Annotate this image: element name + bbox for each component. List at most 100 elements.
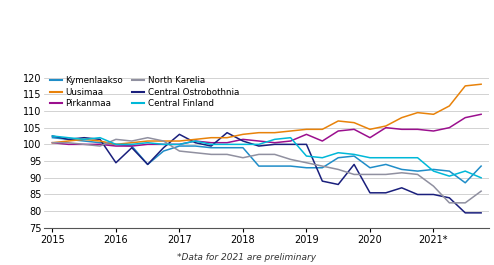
Central Ostrobothnia <box>97 138 103 141</box>
Pirkanmaa <box>176 143 182 146</box>
North Karelia <box>97 144 103 148</box>
Central Ostrobothnia <box>129 146 135 149</box>
Central Ostrobothnia <box>272 143 278 146</box>
Uusimaa <box>65 139 71 143</box>
Pirkanmaa <box>49 141 55 144</box>
North Karelia <box>462 201 468 204</box>
Pirkanmaa <box>208 141 214 144</box>
Uusimaa <box>383 124 389 127</box>
North Karelia <box>208 153 214 156</box>
Pirkanmaa <box>383 126 389 129</box>
Pirkanmaa <box>303 133 309 136</box>
Central Finland <box>145 141 151 144</box>
Central Finland <box>81 138 87 141</box>
Central Finland <box>161 143 166 146</box>
Central Finland <box>288 136 293 139</box>
Pirkanmaa <box>430 129 436 132</box>
Central Ostrobothnia <box>81 136 87 139</box>
Pirkanmaa <box>399 128 405 131</box>
North Karelia <box>65 141 71 144</box>
Uusimaa <box>81 138 87 141</box>
Central Finland <box>319 156 325 159</box>
Pirkanmaa <box>113 144 119 148</box>
Text: *Data for 2021 are preliminary: *Data for 2021 are preliminary <box>177 253 317 262</box>
Central Finland <box>208 143 214 146</box>
Uusimaa <box>399 116 405 119</box>
Uusimaa <box>145 139 151 143</box>
Pirkanmaa <box>367 136 373 139</box>
Uusimaa <box>129 141 135 144</box>
Line: Pirkanmaa: Pirkanmaa <box>52 114 481 146</box>
Pirkanmaa <box>462 116 468 119</box>
Kymenlaakso <box>97 141 103 144</box>
Uusimaa <box>176 139 182 143</box>
Central Finland <box>399 156 405 159</box>
Kymenlaakso <box>447 170 453 173</box>
Kymenlaakso <box>462 181 468 184</box>
Line: North Karelia: North Karelia <box>52 138 481 203</box>
Kymenlaakso <box>288 165 293 168</box>
Pirkanmaa <box>240 138 246 141</box>
Pirkanmaa <box>414 128 420 131</box>
Central Ostrobothnia <box>65 138 71 141</box>
Central Finland <box>129 143 135 146</box>
North Karelia <box>176 149 182 153</box>
Central Ostrobothnia <box>176 133 182 136</box>
Kymenlaakso <box>49 136 55 139</box>
Kymenlaakso <box>430 168 436 171</box>
Uusimaa <box>319 128 325 131</box>
Uusimaa <box>272 131 278 134</box>
Uusimaa <box>161 139 166 143</box>
Uusimaa <box>367 128 373 131</box>
Kymenlaakso <box>383 163 389 166</box>
North Karelia <box>145 136 151 139</box>
Pirkanmaa <box>288 139 293 143</box>
Central Ostrobothnia <box>192 141 198 144</box>
Pirkanmaa <box>478 113 484 116</box>
North Karelia <box>414 173 420 176</box>
Central Ostrobothnia <box>447 196 453 200</box>
North Karelia <box>447 201 453 204</box>
Uusimaa <box>97 139 103 143</box>
Uusimaa <box>430 113 436 116</box>
Kymenlaakso <box>65 138 71 141</box>
Central Finland <box>478 176 484 179</box>
Uusimaa <box>224 136 230 139</box>
Kymenlaakso <box>176 144 182 148</box>
Central Ostrobothnia <box>478 211 484 214</box>
Pirkanmaa <box>81 143 87 146</box>
North Karelia <box>240 156 246 159</box>
North Karelia <box>113 138 119 141</box>
North Karelia <box>367 173 373 176</box>
Central Finland <box>335 151 341 154</box>
North Karelia <box>129 139 135 143</box>
Central Ostrobothnia <box>414 193 420 196</box>
Central Ostrobothnia <box>113 161 119 164</box>
Kymenlaakso <box>303 166 309 169</box>
Central Finland <box>224 143 230 146</box>
Central Finland <box>303 154 309 158</box>
Pirkanmaa <box>272 141 278 144</box>
Pirkanmaa <box>447 126 453 129</box>
Central Ostrobothnia <box>430 193 436 196</box>
Uusimaa <box>462 84 468 87</box>
Central Finland <box>367 156 373 159</box>
Pirkanmaa <box>256 139 262 143</box>
Pirkanmaa <box>224 141 230 144</box>
Central Ostrobothnia <box>224 131 230 134</box>
Line: Kymenlaakso: Kymenlaakso <box>52 138 481 183</box>
Uusimaa <box>192 138 198 141</box>
Central Ostrobothnia <box>303 143 309 146</box>
North Karelia <box>335 168 341 171</box>
Central Finland <box>192 139 198 143</box>
Central Ostrobothnia <box>462 211 468 214</box>
Central Ostrobothnia <box>319 179 325 183</box>
Uusimaa <box>447 104 453 108</box>
Kymenlaakso <box>113 143 119 146</box>
Uusimaa <box>113 143 119 146</box>
Central Finland <box>256 143 262 146</box>
Kymenlaakso <box>319 166 325 169</box>
North Karelia <box>161 139 166 143</box>
North Karelia <box>288 158 293 161</box>
Uusimaa <box>414 111 420 114</box>
